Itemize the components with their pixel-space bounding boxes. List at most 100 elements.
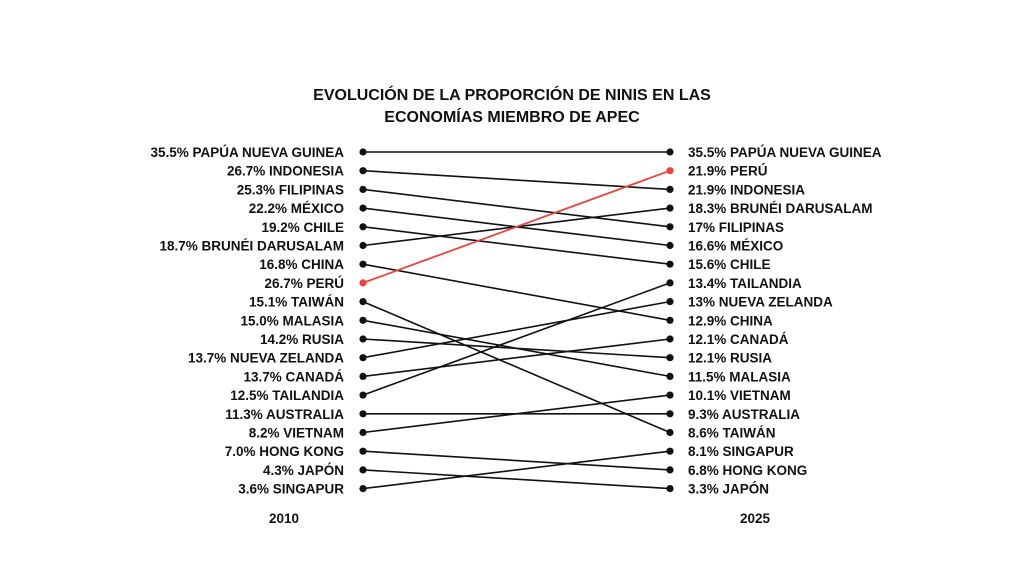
- left-dot: [359, 391, 367, 399]
- right-dot: [666, 485, 674, 493]
- right-label: 15.6% CHILE: [688, 257, 771, 272]
- left-label: 26.7% PERÚ: [264, 276, 344, 291]
- right-label: 17% FILIPINAS: [688, 220, 784, 235]
- right-dot: [666, 354, 674, 362]
- chart-title-line-2: ECONOMÍAS MIEMBRO DE APEC: [384, 107, 640, 126]
- left-label: 8.2% VIETNAM: [249, 426, 344, 441]
- right-dot: [666, 260, 674, 268]
- right-dot: [666, 316, 674, 324]
- right-label: 21.9% INDONESIA: [688, 182, 805, 197]
- left-label: 18.7% BRUNÉI DARUSALAM: [159, 239, 344, 254]
- right-label: 21.9% PERÚ: [688, 164, 768, 179]
- right-dot: [666, 335, 674, 343]
- period-label-end: 2025: [740, 511, 771, 526]
- right-label: 35.5% PAPÚA NUEVA GUINEA: [688, 145, 882, 160]
- right-label: 6.8% HONG KONG: [688, 463, 807, 478]
- left-dot: [359, 298, 367, 306]
- connector-line: [362, 282, 671, 396]
- left-label: 4.3% JAPÓN: [263, 463, 344, 478]
- left-dot: [359, 354, 367, 362]
- connector-line: [362, 338, 671, 378]
- left-label: 11.3% AUSTRALIA: [225, 407, 344, 422]
- endpoint-dots: [359, 148, 674, 493]
- left-label: 15.1% TAIWÁN: [249, 295, 344, 310]
- left-dot: [359, 316, 367, 324]
- right-label: 13.4% TAILANDIA: [688, 276, 802, 291]
- left-dot: [359, 466, 367, 474]
- right-dot: [666, 447, 674, 455]
- series-labels: 35.5% PAPÚA NUEVA GUINEA 26.7% INDONESIA 2…: [150, 145, 881, 497]
- left-label: 14.2% RUSIA: [260, 332, 344, 347]
- right-dot: [666, 204, 674, 212]
- connector-line: [362, 469, 671, 490]
- right-label: 13% NUEVA ZELANDA: [688, 295, 833, 310]
- right-label: 9.3% AUSTRALIA: [688, 407, 800, 422]
- right-dot: [666, 167, 674, 175]
- connector-line: [362, 188, 671, 228]
- left-dot: [359, 204, 367, 212]
- left-label: 25.3% FILIPINAS: [237, 182, 344, 197]
- connector-line: [362, 226, 671, 265]
- left-dot: [359, 485, 367, 493]
- right-label: 3.3% JAPÓN: [688, 482, 769, 497]
- right-label: 11.5% MALASIA: [688, 369, 791, 384]
- connector-line: [362, 169, 671, 191]
- connector-line: [362, 394, 671, 434]
- left-dot: [359, 335, 367, 343]
- left-label: 15.0% MALASIA: [240, 313, 344, 328]
- right-dot: [666, 241, 674, 250]
- left-label: 19.2% CHILE: [261, 220, 344, 235]
- left-dot: [359, 410, 367, 418]
- left-dot: [359, 185, 367, 193]
- left-label: 26.7% INDONESIA: [227, 164, 344, 179]
- connector-line: [362, 169, 671, 284]
- left-dot: [359, 223, 367, 231]
- left-dot: [359, 241, 367, 250]
- right-label: 8.1% SINGAPUR: [688, 444, 794, 459]
- right-dot: [666, 185, 674, 193]
- connector-line: [362, 338, 671, 359]
- right-label: 16.6% MÉXICO: [688, 239, 783, 254]
- connector-line: [362, 300, 671, 434]
- right-label: 12.1% RUSIA: [688, 351, 772, 366]
- left-dot: [359, 260, 367, 268]
- left-dot: [359, 148, 367, 156]
- right-dot: [666, 279, 674, 287]
- right-dot: [666, 428, 674, 437]
- left-label: 12.5% TAILANDIA: [230, 388, 344, 403]
- right-dot: [666, 148, 674, 156]
- left-label: 13.7% CANADÁ: [243, 369, 344, 384]
- connector-lines: [362, 151, 671, 490]
- period-label-start: 2010: [269, 511, 299, 526]
- right-label: 18.3% BRUNÉI DARUSALAM: [688, 201, 873, 216]
- left-dot: [359, 372, 367, 380]
- right-label: 8.6% TAIWÁN: [688, 426, 776, 441]
- connector-line: [362, 263, 671, 322]
- right-label: 10.1% VIETNAM: [688, 388, 791, 403]
- right-dot: [666, 372, 674, 380]
- left-dot: [359, 428, 367, 437]
- right-dot: [666, 298, 674, 306]
- left-label: 7.0% HONG KONG: [225, 444, 344, 459]
- left-label: 13.7% NUEVA ZELANDA: [188, 351, 344, 366]
- left-dot: [359, 167, 367, 175]
- left-label: 35.5% PAPÚA NUEVA GUINEA: [150, 145, 344, 160]
- period-labels: 2010 2025: [269, 511, 771, 526]
- right-dot: [666, 391, 674, 399]
- connector-line: [362, 450, 671, 490]
- connector-line: [362, 450, 671, 471]
- left-dot: [359, 279, 367, 287]
- chart-title: EVOLUCIÓN DE LA PROPORCIÓN DE NINIS EN L…: [313, 85, 711, 126]
- connector-line: [362, 300, 671, 359]
- right-label: 12.1% CANADÁ: [688, 332, 789, 347]
- right-dot: [666, 223, 674, 231]
- left-label: 22.2% MÉXICO: [249, 201, 344, 216]
- left-dot: [359, 447, 367, 455]
- right-dot: [666, 466, 674, 474]
- left-label: 3.6% SINGAPUR: [238, 482, 344, 497]
- chart-title-line-1: EVOLUCIÓN DE LA PROPORCIÓN DE NINIS EN L…: [313, 85, 711, 104]
- right-dot: [666, 410, 674, 418]
- right-label: 12.9% CHINA: [688, 313, 773, 328]
